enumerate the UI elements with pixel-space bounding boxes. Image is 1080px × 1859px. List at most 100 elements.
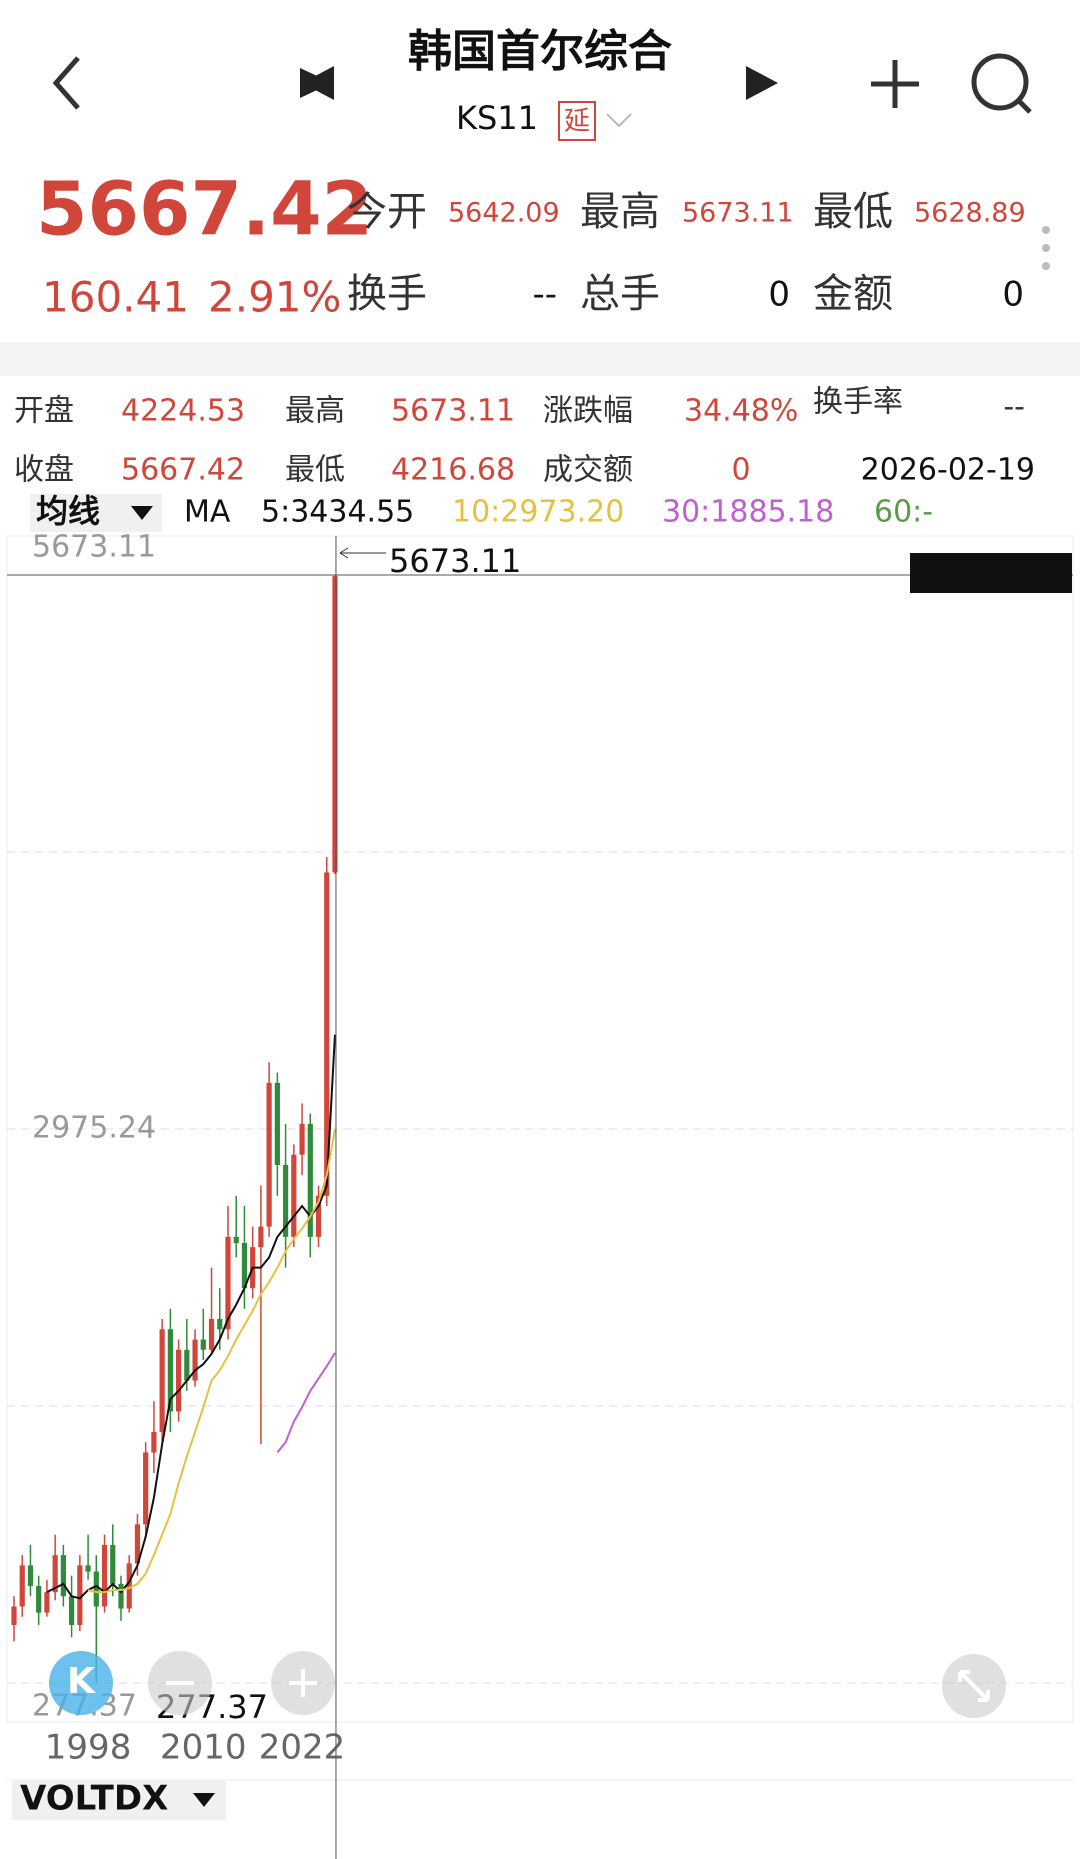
detail-value: 4224.53 [121, 394, 245, 429]
stat-value: 0 [768, 275, 790, 315]
candle-body [315, 1195, 322, 1237]
candle-body [176, 1349, 182, 1412]
title: 韩国首尔综合 [408, 26, 672, 77]
candle-body [332, 576, 338, 873]
candle-body [93, 1571, 99, 1607]
prev-arrow [302, 66, 334, 100]
change-pct: 2.91% [208, 273, 341, 322]
y-tick-label: 2975.24 [32, 1111, 156, 1146]
price: 5667.42 [36, 167, 373, 253]
legend-entry: 60:- [874, 495, 933, 530]
candle-body [167, 1329, 173, 1412]
legend-entry: 30:1885.18 [662, 495, 834, 530]
candle-body [44, 1592, 50, 1613]
candle-body [118, 1583, 124, 1609]
candle-body [225, 1236, 231, 1330]
candle-body [233, 1236, 239, 1244]
detail-value: 5667.42 [121, 453, 245, 488]
candle-body [60, 1555, 66, 1597]
separator [0, 342, 1080, 376]
candle-body [126, 1563, 132, 1609]
k-button[interactable] [49, 1651, 113, 1715]
candle-body [184, 1349, 190, 1381]
delay-tag: 延 [564, 107, 590, 137]
candle-body [208, 1318, 215, 1350]
ma-label: MA [184, 495, 231, 530]
candle-body [241, 1243, 248, 1289]
candle-body [291, 1154, 297, 1237]
next-button[interactable] [746, 66, 778, 100]
detail-label: 最低 [285, 453, 345, 488]
candle-body [85, 1565, 91, 1572]
detail-value: 4216.68 [391, 453, 515, 488]
candle-body [282, 1164, 289, 1237]
code: KS11 [456, 99, 538, 137]
back-button[interactable] [52, 56, 80, 110]
detail-value: 0 [731, 453, 750, 488]
candle-body [192, 1339, 198, 1381]
candle-body [217, 1318, 223, 1330]
stat-label: 金额 [813, 271, 893, 317]
search-handle [1016, 98, 1032, 114]
ma-line [46, 1034, 336, 1600]
candle-body [299, 1123, 305, 1155]
date: 2026-02-19 [861, 453, 1035, 488]
candle-body [110, 1544, 116, 1584]
sub-selector-box[interactable] [12, 1780, 226, 1820]
stat-value: 5673.11 [682, 198, 794, 229]
detail-label: 换手率 [813, 385, 903, 420]
candle-body [266, 1082, 272, 1227]
detail-value: 34.48% [684, 394, 798, 429]
candle-body [36, 1585, 42, 1613]
k-icon: K [67, 1661, 96, 1702]
x-tick-label: 2010 [160, 1728, 247, 1768]
candle-body [134, 1524, 141, 1564]
stat-value: 5642.09 [448, 198, 560, 229]
candle-body [69, 1596, 75, 1625]
stat-value: 0 [1002, 275, 1024, 315]
dropdown-arrow [131, 506, 153, 520]
candle-body [159, 1329, 165, 1432]
detail-label: 最高 [285, 394, 345, 429]
y-tick-label: 5673.11 [32, 530, 156, 565]
candle-body [151, 1431, 157, 1453]
ma-line [87, 1129, 336, 1594]
stat-label: 最高 [580, 189, 660, 235]
dropdown-arrow [193, 1793, 215, 1807]
candle-body [77, 1565, 83, 1625]
change: 160.41 [42, 273, 189, 322]
add-button[interactable] [871, 60, 919, 108]
stat-value: 5628.89 [914, 198, 1026, 229]
stat-label: 换手 [347, 271, 427, 317]
ma-line [276, 1352, 336, 1454]
search-button[interactable] [971, 53, 1029, 111]
candle-body [101, 1544, 108, 1607]
candle-body [258, 1226, 264, 1248]
sub-selector[interactable]: VOLTDX [20, 1779, 168, 1819]
detail-value: -- [1003, 390, 1025, 425]
candle-body [324, 872, 330, 1196]
candle-body [143, 1452, 149, 1525]
price-tag [910, 553, 1072, 593]
stat-label: 总手 [580, 271, 660, 317]
detail-label: 成交额 [543, 453, 633, 488]
candle-body [19, 1565, 25, 1607]
x-tick-label: 2022 [259, 1728, 346, 1768]
detail-label: 涨跌幅 [543, 394, 633, 429]
candle-body [200, 1339, 206, 1350]
candle-body [274, 1082, 280, 1165]
zoom-in-icon [289, 1669, 317, 1697]
detail-label: 开盘 [14, 394, 74, 429]
stat-label: 今开 [347, 189, 427, 235]
legend-entry: 5:3434.55 [261, 495, 414, 530]
more-menu[interactable] [1042, 226, 1050, 270]
x-tick-label: 1998 [45, 1728, 132, 1768]
ma-selector[interactable]: 均线 [36, 492, 100, 530]
detail-label: 收盘 [14, 453, 74, 488]
max-arrowhead [339, 547, 349, 559]
legend-entry: 10:2973.20 [452, 495, 624, 530]
code-dropdown[interactable] [606, 113, 632, 128]
max-label: 5673.11 [389, 542, 521, 580]
